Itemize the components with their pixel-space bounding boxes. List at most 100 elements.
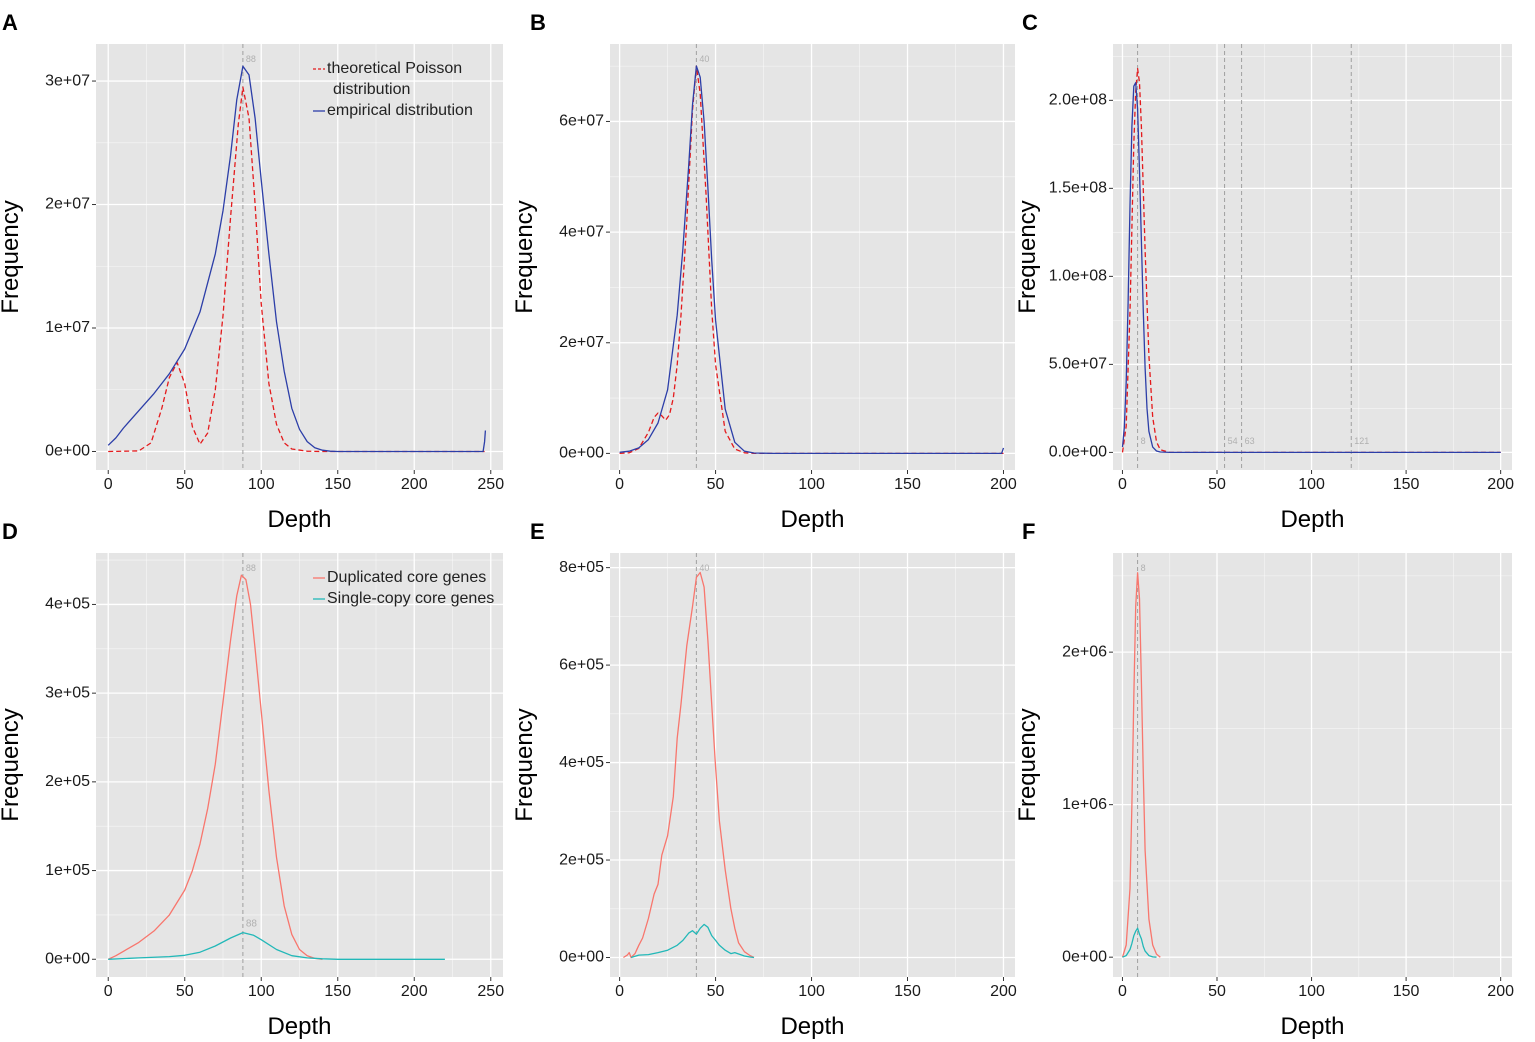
legend-label: Duplicated core genes	[327, 569, 486, 586]
y-tick-label: 0e+00	[45, 443, 90, 460]
y-tick-label: 0.0e+00	[1049, 444, 1107, 461]
panel-a: A 0 50 100 150 200 250 0e+00 1e+07 2e+07 3e+07 Dept…	[0, 10, 504, 533]
x-tick-label: 150	[894, 476, 921, 493]
x-tick-label: 50	[176, 983, 194, 1000]
reference-line-label: 63	[1245, 436, 1255, 446]
x-tick-label: 50	[707, 476, 725, 493]
panel-f: F 0 50 100 150 200 0e+00 1e+06 2e+06 Depth Frequen…	[1014, 519, 1514, 1040]
y-tick-label: 2e+07	[559, 334, 604, 351]
x-axis-label: Depth	[267, 506, 331, 533]
panel-letter: F	[1022, 519, 1035, 544]
x-tick-label: 0	[104, 476, 113, 493]
x-axis-label: Depth	[1280, 1013, 1344, 1040]
y-tick-label: 0e+00	[45, 950, 90, 967]
legend-label: theoretical Poisson	[327, 60, 462, 77]
x-tick-label: 150	[324, 476, 351, 493]
y-axis-label: Frequency	[511, 200, 538, 313]
plot-area: 40	[623, 553, 755, 977]
reference-line-label: 40	[699, 54, 709, 64]
y-tick-label: 1.5e+08	[1049, 180, 1107, 197]
y-tick-label: 8e+05	[559, 559, 604, 576]
plot-area: 40	[619, 44, 1005, 470]
y-tick-label: 2.0e+08	[1049, 92, 1107, 109]
series-line-empirical-distribution	[619, 65, 1005, 455]
panel-letter: B	[530, 10, 546, 35]
reference-line-label: 88	[246, 54, 256, 64]
legend-label: Single-copy core genes	[327, 590, 494, 607]
y-tick-label: 6e+07	[559, 113, 604, 130]
reference-line-label: 8	[1141, 436, 1146, 446]
x-tick-label: 200	[1487, 983, 1514, 1000]
plot-background	[1113, 553, 1512, 977]
y-axis-label: Frequency	[0, 200, 24, 313]
legend: theoretical Poisson distribution empirical…	[313, 60, 473, 119]
x-tick-label: 200	[401, 476, 428, 493]
panel-letter: D	[2, 519, 18, 544]
x-tick-label: 100	[1298, 476, 1325, 493]
reference-line-label: 88	[246, 563, 256, 573]
series-line-theoretical-poisson-distribution	[619, 65, 1004, 455]
x-tick-label: 100	[1298, 983, 1325, 1000]
panel-letter: E	[530, 519, 545, 544]
x-tick-label: 50	[707, 983, 725, 1000]
reference-line-label: 121	[1354, 436, 1369, 446]
y-axis-label: Frequency	[0, 708, 24, 821]
reference-line-label: 40	[699, 563, 709, 573]
x-tick-label: 100	[248, 983, 275, 1000]
x-tick-label: 100	[798, 983, 825, 1000]
y-tick-label: 0e+00	[1062, 948, 1107, 965]
plot-area: 88 88	[107, 553, 445, 977]
panel-letter: A	[2, 10, 18, 35]
series-line-single-copy-core-genes	[1122, 927, 1157, 958]
y-axis-label: Frequency	[511, 708, 538, 821]
x-tick-label: 0	[1118, 476, 1127, 493]
panel-letter: C	[1022, 10, 1038, 35]
y-tick-label: 0e+00	[559, 949, 604, 966]
x-tick-label: 50	[1208, 983, 1226, 1000]
y-tick-label: 1e+07	[45, 319, 90, 336]
y-tick-label: 2e+05	[559, 851, 604, 868]
y-tick-label: 3e+07	[45, 72, 90, 89]
x-tick-label: 150	[1393, 983, 1420, 1000]
x-tick-label: 100	[798, 476, 825, 493]
y-axis-label: Frequency	[1014, 708, 1041, 821]
x-tick-label: 200	[990, 983, 1017, 1000]
y-tick-label: 4e+05	[45, 596, 90, 613]
series-line-theoretical-poisson-distribution	[108, 86, 485, 453]
x-tick-label: 150	[324, 983, 351, 1000]
y-tick-label: 2e+07	[45, 196, 90, 213]
y-tick-label: 2e+06	[1062, 643, 1107, 660]
series-line-single-copy-core-genes	[108, 931, 445, 960]
plot-background	[610, 44, 1015, 470]
plot-background	[1113, 44, 1512, 470]
x-tick-label: 0	[104, 983, 113, 1000]
x-tick-label: 200	[1487, 476, 1514, 493]
plot-area: 8	[1121, 553, 1161, 977]
y-axis-label: Frequency	[1014, 200, 1041, 313]
x-tick-label: 150	[1393, 476, 1420, 493]
x-tick-label: 0	[1118, 983, 1127, 1000]
x-tick-label: 200	[401, 983, 428, 1000]
reference-line-label: 54	[1228, 436, 1238, 446]
x-axis-label: Depth	[780, 506, 844, 533]
legend: Duplicated core genes Single-copy core ge…	[313, 569, 494, 607]
x-tick-label: 50	[1208, 476, 1226, 493]
series-line-duplicated-core-genes	[1121, 572, 1161, 958]
series-line-theoretical-poisson-distribution	[1121, 67, 1501, 454]
panel-e: E 0 50 100 150 200 0e+00 2e+05 4e+05 6e+05 8e+05 De…	[511, 519, 1017, 1040]
series-line-duplicated-core-genes	[623, 571, 755, 959]
y-tick-label: 5.0e+07	[1049, 356, 1107, 373]
y-tick-label: 0e+00	[559, 445, 604, 462]
series-line-single-copy-core-genes	[630, 923, 755, 959]
x-axis-label: Depth	[780, 1013, 844, 1040]
y-tick-label: 1.0e+08	[1049, 268, 1107, 285]
y-tick-label: 6e+05	[559, 656, 604, 673]
y-tick-label: 1e+06	[1062, 796, 1107, 813]
series-line-duplicated-core-genes	[107, 574, 323, 960]
y-tick-label: 3e+05	[45, 684, 90, 701]
plot-area: 88	[107, 44, 487, 470]
series-line-empirical-distribution	[107, 65, 487, 453]
x-axis-label: Depth	[1280, 506, 1344, 533]
series-line-empirical-distribution	[1121, 82, 1501, 454]
y-tick-label: 4e+07	[559, 223, 604, 240]
